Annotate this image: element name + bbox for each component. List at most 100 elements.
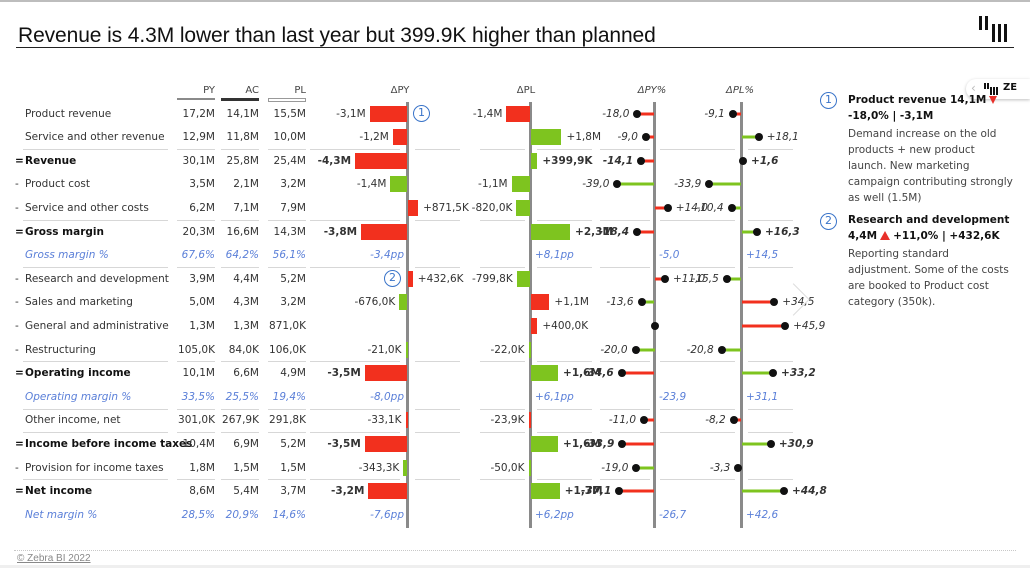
dpl_pct-pin-line xyxy=(709,182,742,186)
dpy_pct-pin-dot[interactable] xyxy=(631,345,640,354)
ac-value: 1,5M xyxy=(233,461,259,474)
dpy_pct-pin-dot[interactable] xyxy=(637,156,646,165)
dpl-bar[interactable] xyxy=(530,365,559,382)
row-separator xyxy=(660,219,710,221)
dpl_pct-pin-dot[interactable] xyxy=(734,463,743,472)
dpl-bar[interactable] xyxy=(516,199,531,216)
row-separator xyxy=(748,408,793,410)
dpy_pct-pin-line xyxy=(637,112,655,115)
dpy-bar[interactable] xyxy=(368,483,408,500)
comment-marker-2[interactable]: 2 xyxy=(384,270,401,288)
dpl-bar[interactable] xyxy=(506,105,531,122)
dpy_pct-label: -19,0 xyxy=(601,461,629,474)
dpl-bar[interactable] xyxy=(530,317,538,334)
dpy_pct-pin-dot[interactable] xyxy=(613,180,622,189)
dpy-bar[interactable] xyxy=(390,176,408,193)
dpl_pct-pin-dot[interactable] xyxy=(722,274,731,283)
dpl_pct-pin-dot[interactable] xyxy=(752,227,761,236)
dpl_pct-pin-dot[interactable] xyxy=(766,439,775,448)
dpy-bar[interactable] xyxy=(369,105,408,122)
row-separator xyxy=(600,361,650,363)
comment-marker-1[interactable]: 1 xyxy=(820,92,837,109)
row-separator xyxy=(600,148,650,150)
dpy-bar[interactable] xyxy=(364,365,408,382)
dpy-bar[interactable] xyxy=(392,129,408,146)
py-value: 10,1M xyxy=(182,367,215,380)
dpy-bar[interactable] xyxy=(355,152,408,169)
dpy_pct-pin-dot[interactable] xyxy=(640,416,649,425)
pl-value: 1,5M xyxy=(280,461,306,474)
comment-marker-1[interactable]: 1 xyxy=(413,105,430,122)
dpl_pct-pin-dot[interactable] xyxy=(770,298,779,307)
dpl-bar[interactable] xyxy=(530,435,559,452)
chevron-right-icon[interactable] xyxy=(790,282,806,320)
pl-value: 56,1% xyxy=(272,249,306,262)
dpl-bar[interactable] xyxy=(530,294,550,311)
dpl-bar[interactable] xyxy=(530,129,562,146)
dpl_pct-pin-dot[interactable] xyxy=(717,345,726,354)
dpy_pct-pin-dot[interactable] xyxy=(633,227,642,236)
dpy-pct-label: -5,0 xyxy=(659,249,680,262)
comment-marker-2[interactable]: 2 xyxy=(820,213,837,230)
dpy_pct-pin-dot[interactable] xyxy=(633,109,642,118)
dpl-bar[interactable] xyxy=(516,270,531,287)
dpy_pct-pin-line xyxy=(645,135,655,139)
dpl-bar[interactable] xyxy=(530,483,560,500)
dpl-bar[interactable] xyxy=(530,223,571,240)
row-prefix: = xyxy=(15,225,24,238)
dpy_pct-pin-dot[interactable] xyxy=(637,298,646,307)
dpy-bar[interactable] xyxy=(407,199,419,216)
dpl_pct-pin-dot[interactable] xyxy=(727,203,736,212)
ac-value: 4,4M xyxy=(233,272,259,285)
row-separator xyxy=(177,219,215,221)
dpl-pp-label: +6,2pp xyxy=(535,508,574,521)
pl-value: 4,9M xyxy=(280,367,306,380)
dpl_pct-label: +18,1 xyxy=(766,131,799,144)
dpy_pct-pin-dot[interactable] xyxy=(632,463,641,472)
dpl_pct-pin-dot[interactable] xyxy=(754,133,763,142)
dpy-bar[interactable] xyxy=(405,412,408,429)
dpy-bar[interactable] xyxy=(405,341,408,358)
dpl-bar[interactable] xyxy=(530,152,538,169)
dpl-bar[interactable] xyxy=(528,412,531,429)
dpy-bar[interactable] xyxy=(403,459,408,476)
dpy_pct-pin-dot[interactable] xyxy=(615,487,624,496)
dpy-bar[interactable] xyxy=(361,223,408,240)
dpy-bar[interactable] xyxy=(407,270,413,287)
dpl_pct-pin-line xyxy=(741,371,774,375)
column-header-dpl-pct: ΔPL% xyxy=(726,85,754,96)
dpy-bar[interactable] xyxy=(399,294,408,311)
row-label: Sales and marketing xyxy=(25,296,133,309)
dpy_pct-pin-dot[interactable] xyxy=(617,369,626,378)
dpy_pct-pin-dot[interactable] xyxy=(618,439,627,448)
dpy_pct-pin-dot[interactable] xyxy=(641,133,650,142)
row-separator xyxy=(660,361,710,363)
row-separator xyxy=(415,432,460,434)
footer-copyright-link[interactable]: © Zebra BI 2022 xyxy=(17,553,91,564)
dpl_pct-pin-dot[interactable] xyxy=(705,180,714,189)
zebra-bi-pill-button[interactable]: ‹ ZE xyxy=(966,79,1030,99)
dpy_pct-pin-dot[interactable] xyxy=(663,203,672,212)
dpl_pct-pin-dot[interactable] xyxy=(769,369,778,378)
row-separator xyxy=(415,219,460,221)
dpl_pct-pin-line xyxy=(741,489,785,493)
dpl_pct-pin-dot[interactable] xyxy=(781,321,790,330)
dpy-bar[interactable] xyxy=(364,435,408,452)
row-separator xyxy=(177,479,215,481)
row-separator xyxy=(415,408,460,410)
dpl_pct-pin-dot[interactable] xyxy=(729,416,738,425)
row-separator xyxy=(310,219,400,221)
dpl_pct-pin-dot[interactable] xyxy=(739,156,748,165)
ac-value: 5,4M xyxy=(233,485,259,498)
dpl_pct-pin-dot[interactable] xyxy=(780,487,789,496)
dpl_pct-pin-dot[interactable] xyxy=(728,109,737,118)
dpy_pct-pin-dot[interactable] xyxy=(660,274,669,283)
py-value: 30,1M xyxy=(182,154,215,167)
zebra-pill-label: ZE xyxy=(1003,82,1018,93)
dpy_pct-pin-dot[interactable] xyxy=(650,321,659,330)
dpl-label: +1,8M xyxy=(566,131,602,144)
dpl-bar[interactable] xyxy=(528,341,531,358)
comment-title: Product revenue 14,1M xyxy=(848,94,998,106)
dpl-bar[interactable] xyxy=(528,459,531,476)
dpl-bar[interactable] xyxy=(511,176,531,193)
